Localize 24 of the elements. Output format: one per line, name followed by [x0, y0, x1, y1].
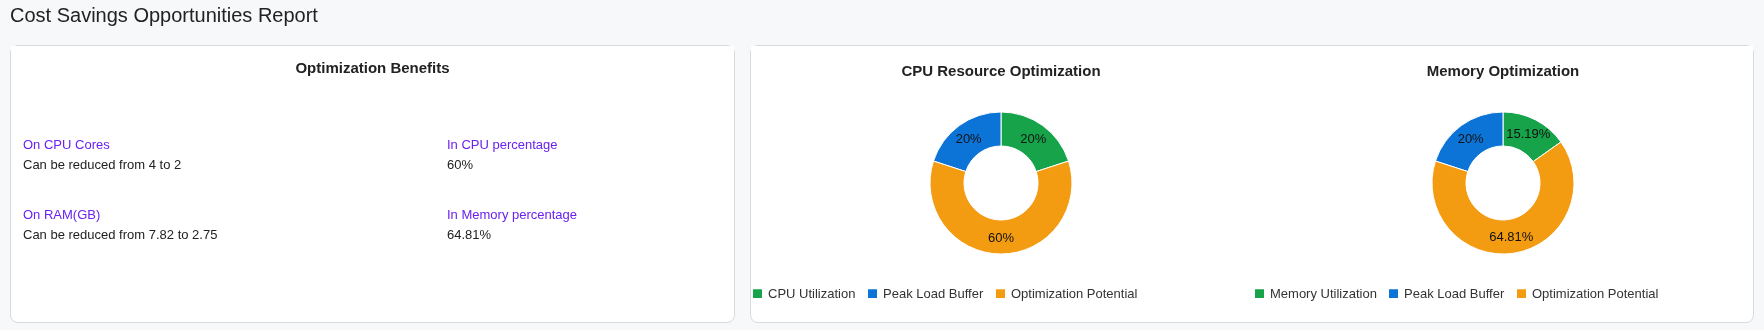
data-label: 64.81% [1489, 229, 1534, 245]
legend-label: Memory Utilization [1270, 285, 1377, 301]
legend-label: Optimization Potential [1011, 285, 1138, 301]
legend-label: CPU Utilization [768, 285, 856, 301]
text: Can be reduced from 7.82 to 2.75 [23, 227, 218, 242]
text: Optimization Benefits [295, 59, 450, 76]
data-label: 60% [987, 230, 1015, 245]
chart-title: CPU Resource Optimization [901, 62, 1101, 79]
data-label: 15.19% [1506, 126, 1551, 142]
text: On CPU Cores [23, 137, 111, 152]
chart-title: Memory Optimization [1426, 62, 1580, 79]
legend-label: Peak Load Buffer [1404, 285, 1505, 301]
text: 60% [447, 157, 474, 172]
data-label: 20% [955, 130, 983, 146]
data-label: 20% [1457, 130, 1485, 146]
text: In Memory percentage [447, 207, 578, 222]
legend-label: Peak Load Buffer [883, 285, 984, 301]
data-label: 20% [1020, 130, 1047, 146]
text: In CPU percentage [447, 137, 558, 152]
text: 64.81% [447, 227, 492, 242]
text: On RAM(GB) [23, 207, 101, 222]
text: Can be reduced from 4 to 2 [23, 157, 182, 172]
text: Cost Savings Opportunities Report [10, 4, 318, 27]
legend-label: Optimization Potential [1532, 285, 1659, 301]
